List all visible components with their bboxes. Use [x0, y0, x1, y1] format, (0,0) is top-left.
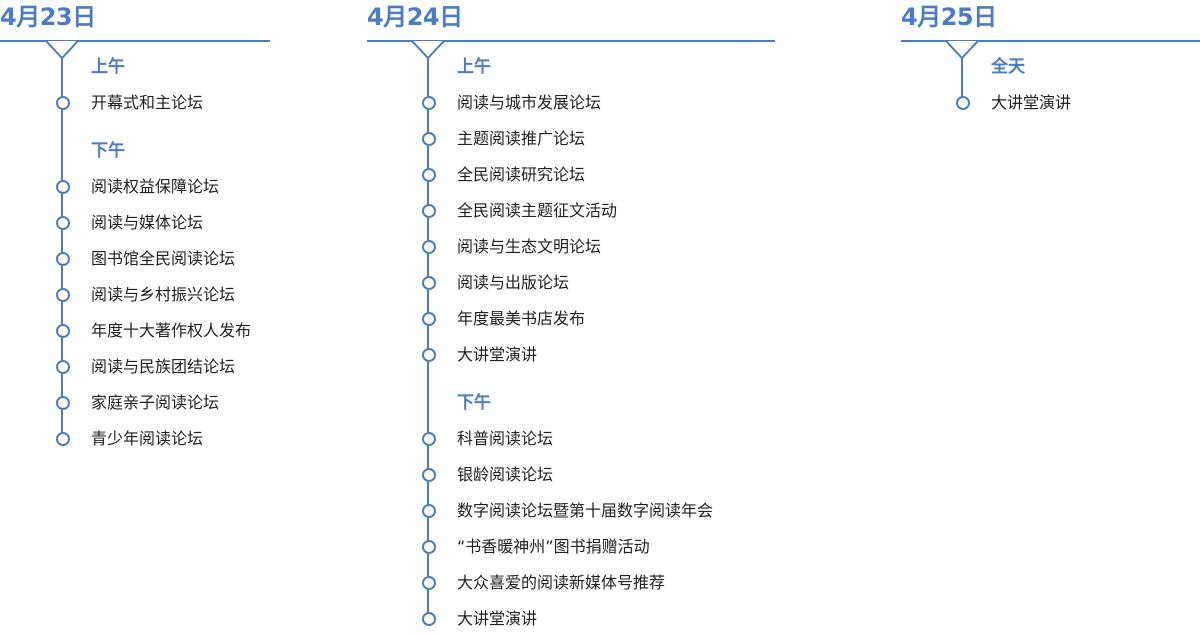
session-title: 图书馆全民阅读论坛 — [91, 249, 236, 268]
day-column: 4月25日全天大讲堂演讲 — [901, 0, 1200, 634]
timeline-node-icon — [422, 612, 436, 626]
session-title: 银龄阅读论坛 — [457, 465, 554, 484]
session-title: 科普阅读论坛 — [457, 429, 554, 448]
day-date: 4月25日 — [901, 3, 997, 31]
session-item[interactable]: 家庭亲子阅读论坛 — [0, 385, 270, 421]
session-list: 上午开幕式和主论坛 下午阅读权益保障论坛 阅读与媒体论坛图书馆全民阅读论坛 阅读与乡村… — [0, 49, 270, 457]
timeline-node-icon — [422, 204, 436, 218]
session-item[interactable]: 全民阅读主题征文活动 — [367, 193, 775, 229]
timeline-node-icon — [56, 396, 70, 410]
session-item[interactable]: “书香暖神州”图书捐赠活动 — [367, 529, 775, 565]
session-item[interactable]: 数字阅读论坛暨第十届数字阅读年会 — [367, 493, 775, 529]
session-item[interactable]: 年度十大著作权人发布 — [0, 313, 270, 349]
day-date: 4月23日 — [0, 3, 96, 31]
session-item[interactable]: 阅读与乡村振兴论坛 — [0, 277, 270, 313]
session-title: 青少年阅读论坛 — [91, 429, 204, 448]
section-label: 上午 — [457, 57, 491, 77]
section-label: 上午 — [91, 57, 125, 77]
session-title: 大众喜爱的阅读新媒体号推荐 — [457, 573, 666, 592]
timeline-node-icon — [422, 348, 436, 362]
session-item[interactable]: 青少年阅读论坛 — [0, 421, 270, 457]
session-item[interactable]: 阅读与民族团结论坛 — [0, 349, 270, 385]
session-item[interactable]: 大讲堂演讲 — [367, 601, 775, 637]
session-title: 阅读权益保障论坛 — [91, 177, 220, 196]
timeline-node-icon — [422, 576, 436, 590]
session-title: 阅读与出版论坛 — [457, 273, 570, 292]
session-title: 家庭亲子阅读论坛 — [91, 393, 220, 412]
session-item[interactable]: 银龄阅读论坛 — [367, 457, 775, 493]
session-title: “书香暖神州”图书捐赠活动 — [457, 537, 650, 556]
section-label: 下午 — [91, 141, 125, 161]
day-column: 4月24日上午阅读与城市发展论坛 主题阅读推广论坛 全民阅读研究论坛全民阅读主题征文… — [367, 0, 775, 634]
header-line — [0, 40, 270, 42]
session-item[interactable]: 大讲堂演讲 — [367, 337, 775, 373]
timeline-node-icon — [422, 312, 436, 326]
day-date: 4月24日 — [367, 3, 463, 31]
session-title: 阅读与城市发展论坛 — [457, 93, 602, 112]
timeline-node-icon — [56, 96, 70, 110]
section-label: 全天 — [991, 57, 1025, 77]
session-title: 阅读与乡村振兴论坛 — [91, 285, 236, 304]
session-item[interactable]: 阅读与生态文明论坛 — [367, 229, 775, 265]
header-line — [367, 40, 775, 42]
session-item[interactable]: 阅读与城市发展论坛 — [367, 85, 775, 121]
timeline-node-icon — [422, 432, 436, 446]
timeline-node-icon — [422, 132, 436, 146]
session-item[interactable]: 大众喜爱的阅读新媒体号推荐 — [367, 565, 775, 601]
session-item[interactable]: 开幕式和主论坛 — [0, 85, 270, 121]
timeline-node-icon — [422, 504, 436, 518]
session-title: 阅读与媒体论坛 — [91, 213, 204, 232]
session-item[interactable]: 阅读权益保障论坛 — [0, 169, 270, 205]
timeline-node-icon — [56, 216, 70, 230]
section-label: 下午 — [457, 393, 491, 413]
session-title: 年度十大著作权人发布 — [91, 321, 252, 340]
timeline-node-icon — [956, 96, 970, 110]
session-title: 全民阅读研究论坛 — [457, 165, 586, 184]
timeline-node-icon — [56, 252, 70, 266]
session-title: 大讲堂演讲 — [457, 609, 538, 628]
session-item[interactable]: 图书馆全民阅读论坛 — [0, 241, 270, 277]
timeline-node-icon — [422, 468, 436, 482]
session-item[interactable]: 大讲堂演讲 — [901, 85, 1200, 121]
session-title: 阅读与生态文明论坛 — [457, 237, 602, 256]
timeline-node-icon — [56, 360, 70, 374]
session-title: 开幕式和主论坛 — [91, 93, 204, 112]
session-title: 全民阅读主题征文活动 — [457, 201, 618, 220]
timeline-line — [427, 58, 429, 619]
session-title: 阅读与民族团结论坛 — [91, 357, 236, 376]
session-list: 上午阅读与城市发展论坛 主题阅读推广论坛 全民阅读研究论坛全民阅读主题征文活动 阅读与… — [367, 49, 775, 637]
session-item[interactable]: 科普阅读论坛 — [367, 421, 775, 457]
session-item[interactable]: 年度最美书店发布 — [367, 301, 775, 337]
timeline-node-icon — [56, 324, 70, 338]
day-column: 4月23日上午开幕式和主论坛 下午阅读权益保障论坛 阅读与媒体论坛图书馆全民阅读论坛… — [0, 0, 270, 634]
session-item[interactable]: 阅读与媒体论坛 — [0, 205, 270, 241]
session-title: 年度最美书店发布 — [457, 309, 586, 328]
timeline-node-icon — [56, 288, 70, 302]
session-title: 大讲堂演讲 — [457, 345, 538, 364]
timeline-node-icon — [422, 276, 436, 290]
session-title: 大讲堂演讲 — [991, 93, 1072, 112]
session-item[interactable]: 全民阅读研究论坛 — [367, 157, 775, 193]
timeline-node-icon — [422, 168, 436, 182]
timeline-node-icon — [422, 96, 436, 110]
session-item[interactable]: 主题阅读推广论坛 — [367, 121, 775, 157]
header-line — [901, 40, 1200, 42]
session-item[interactable]: 阅读与出版论坛 — [367, 265, 775, 301]
timeline-node-icon — [422, 240, 436, 254]
timeline-node-icon — [422, 540, 436, 554]
session-title: 主题阅读推广论坛 — [457, 129, 586, 148]
timeline-line — [61, 58, 63, 439]
timeline-line — [961, 58, 963, 103]
timeline-node-icon — [56, 180, 70, 194]
timeline-node-icon — [56, 432, 70, 446]
session-list: 全天 大讲堂演讲 — [901, 49, 1200, 121]
session-title: 数字阅读论坛暨第十届数字阅读年会 — [457, 501, 714, 520]
